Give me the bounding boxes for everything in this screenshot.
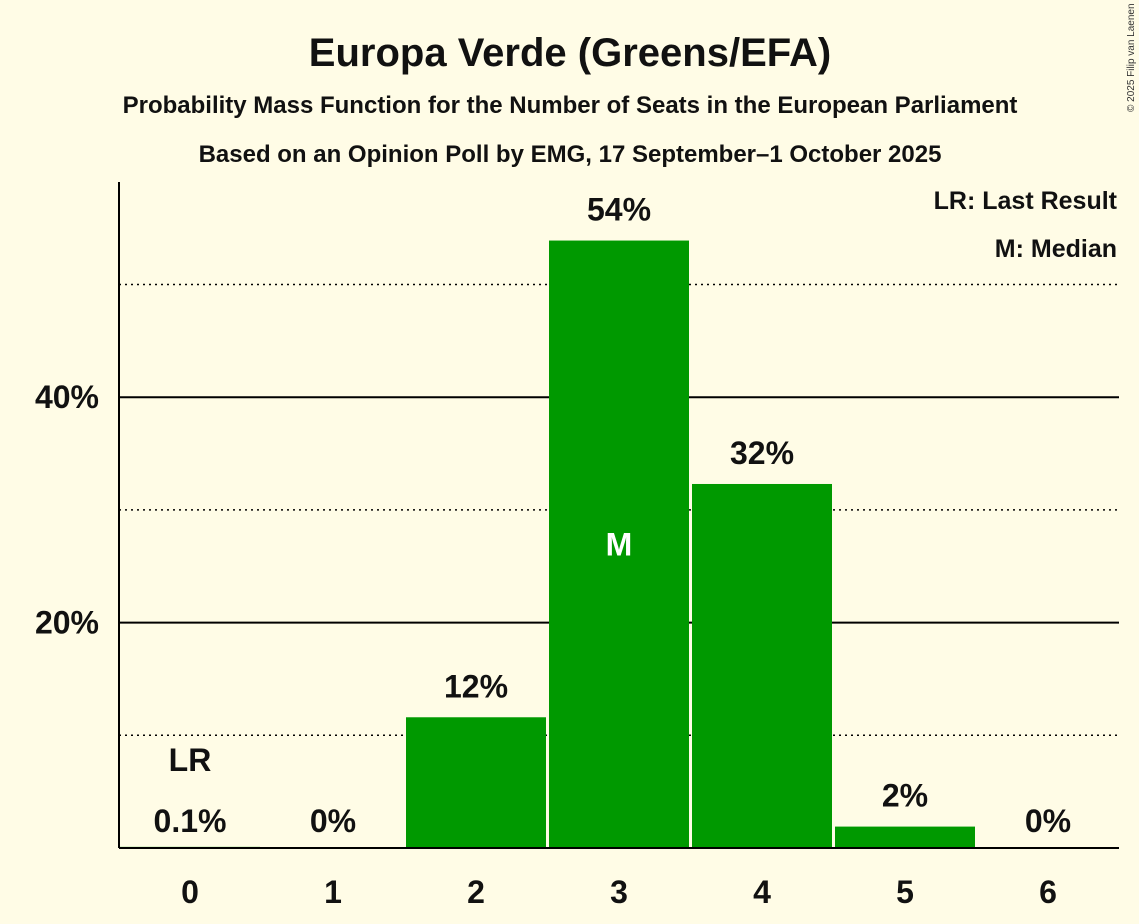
x-axis-ticks: 0 1 2 3 4 5 6 (181, 874, 1057, 910)
value-label-2: 12% (444, 668, 508, 704)
bar-4 (692, 483, 832, 848)
copyright-note: © 2025 Filip van Laenen (1126, 3, 1137, 112)
x-tick-label: 1 (324, 874, 342, 910)
x-tick-label: 3 (610, 874, 628, 910)
x-tick-label: 0 (181, 874, 199, 910)
median-marker: M (606, 526, 633, 562)
legend-median: M: Median (995, 235, 1117, 263)
legend-last-result: LR: Last Result (934, 187, 1118, 215)
y-tick-label: 20% (35, 605, 99, 641)
value-label-4: 32% (730, 435, 794, 471)
x-tick-label: 4 (753, 874, 771, 910)
chart-source: Based on an Opinion Poll by EMG, 17 Sept… (199, 141, 942, 168)
x-tick-label: 5 (896, 874, 914, 910)
x-tick-label: 6 (1039, 874, 1057, 910)
chart-title: Europa Verde (Greens/EFA) (309, 31, 831, 75)
data-labels: 0.1% LR 0% 12% 54% M 32% 2% 0% (154, 192, 1072, 839)
x-tick-label: 2 (467, 874, 485, 910)
value-label-0: 0.1% (154, 803, 227, 839)
value-label-5: 2% (882, 778, 928, 814)
bar-3 (549, 240, 689, 848)
bar-2 (406, 717, 546, 848)
chart-subtitle: Probability Mass Function for the Number… (123, 92, 1018, 119)
last-result-marker: LR (169, 742, 212, 778)
value-label-3: 54% (587, 192, 651, 228)
y-tick-label: 40% (35, 379, 99, 415)
y-axis-ticks: 20% 40% (35, 379, 99, 640)
value-label-6: 0% (1025, 803, 1071, 839)
value-label-1: 0% (310, 803, 356, 839)
bars (120, 240, 975, 848)
bar-5 (835, 826, 975, 848)
